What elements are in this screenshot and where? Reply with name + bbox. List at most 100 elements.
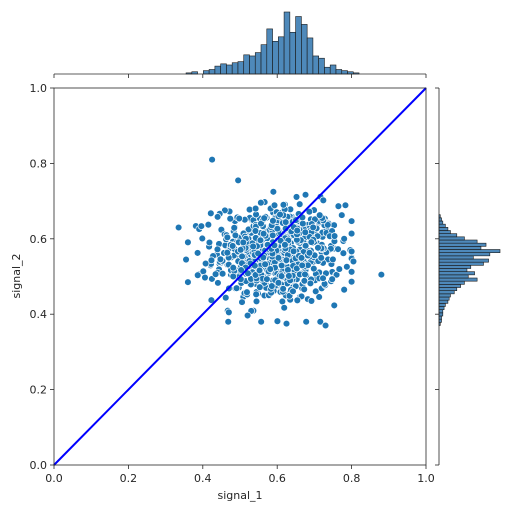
data-point bbox=[301, 242, 310, 250]
data-point bbox=[216, 255, 225, 264]
x-tick-label: 1.0 bbox=[417, 472, 435, 485]
histogram-bar-x bbox=[272, 41, 279, 75]
data-point bbox=[234, 176, 242, 185]
scatter-points bbox=[174, 155, 386, 330]
histogram-bar-y bbox=[438, 293, 451, 298]
data-point bbox=[207, 209, 215, 218]
data-point bbox=[269, 217, 277, 225]
histogram-bar-x bbox=[260, 44, 268, 75]
data-point bbox=[340, 235, 348, 243]
histogram-bar-x bbox=[249, 55, 256, 75]
histogram-bar-y bbox=[438, 249, 501, 253]
histogram-bar-x bbox=[214, 65, 221, 75]
histogram-bar-y bbox=[438, 277, 478, 282]
data-point bbox=[281, 224, 290, 233]
data-point bbox=[251, 204, 260, 213]
data-point bbox=[273, 224, 282, 233]
histogram-bar-y bbox=[438, 312, 444, 317]
data-point bbox=[243, 288, 251, 296]
data-point bbox=[268, 231, 277, 240]
top-marginal-histogram bbox=[53, 11, 427, 78]
data-point bbox=[277, 272, 286, 280]
histogram-bar-y bbox=[438, 287, 458, 291]
reference-line-group bbox=[53, 87, 427, 466]
histogram-bar-x bbox=[231, 62, 239, 75]
data-point bbox=[273, 317, 282, 325]
data-point bbox=[301, 228, 310, 237]
data-point bbox=[340, 285, 348, 294]
data-point bbox=[335, 265, 344, 273]
data-point bbox=[221, 206, 229, 215]
histogram-bar-x bbox=[220, 63, 227, 75]
data-point bbox=[306, 279, 315, 288]
data-point bbox=[255, 266, 264, 275]
histogram-bar-x bbox=[254, 52, 262, 75]
right-marginal-histogram bbox=[435, 87, 501, 466]
data-point bbox=[184, 278, 192, 286]
data-point bbox=[343, 263, 351, 271]
histogram-bar-y bbox=[438, 255, 474, 260]
data-point bbox=[257, 317, 265, 326]
data-point bbox=[329, 255, 337, 264]
data-point bbox=[341, 201, 350, 209]
data-point bbox=[213, 245, 222, 254]
axes bbox=[50, 87, 427, 469]
data-point bbox=[301, 190, 310, 199]
x-tick-label: 0.4 bbox=[194, 472, 212, 485]
data-point bbox=[252, 297, 261, 306]
data-point bbox=[328, 275, 336, 283]
histogram-bar-x bbox=[289, 31, 296, 75]
histogram-bar-x bbox=[329, 64, 337, 75]
data-point bbox=[324, 221, 332, 229]
data-point bbox=[184, 238, 192, 247]
data-point bbox=[278, 297, 287, 306]
data-point bbox=[268, 282, 276, 290]
histogram-bar-y bbox=[438, 268, 468, 272]
data-point bbox=[249, 242, 257, 251]
data-point bbox=[256, 283, 264, 291]
data-point bbox=[257, 219, 265, 228]
data-point bbox=[230, 224, 238, 232]
data-point bbox=[193, 271, 202, 279]
histogram-bar-y bbox=[438, 252, 491, 257]
data-point bbox=[315, 211, 324, 219]
histogram-bar-y bbox=[438, 258, 489, 263]
data-point bbox=[347, 247, 356, 256]
data-point bbox=[316, 317, 325, 326]
tick-labels: 0.0 0.2 0.4 0.6 0.8 1.0 0.0 0.2 0.4 0.6 0.8 1.0 bbox=[30, 82, 435, 485]
data-point bbox=[257, 198, 265, 207]
data-point bbox=[298, 261, 306, 270]
data-point bbox=[334, 202, 343, 210]
histogram-bar-y bbox=[438, 220, 444, 225]
data-point bbox=[226, 214, 234, 223]
data-point bbox=[201, 273, 209, 282]
data-point bbox=[319, 196, 328, 205]
data-point bbox=[256, 236, 265, 244]
y-tick-label: 0.6 bbox=[30, 233, 48, 246]
data-point bbox=[223, 233, 232, 242]
data-point bbox=[314, 244, 322, 252]
data-point bbox=[281, 241, 289, 249]
data-point bbox=[270, 201, 279, 210]
data-point bbox=[213, 213, 222, 221]
data-point bbox=[252, 290, 260, 299]
data-point bbox=[276, 210, 284, 219]
data-point bbox=[347, 277, 356, 286]
data-point bbox=[315, 293, 323, 301]
data-point bbox=[274, 254, 283, 262]
data-point bbox=[251, 227, 260, 235]
histogram-bar-y bbox=[438, 246, 482, 250]
data-point bbox=[214, 279, 222, 287]
data-point bbox=[334, 245, 342, 253]
histogram-bar-y bbox=[438, 284, 461, 288]
data-point bbox=[309, 223, 317, 232]
histogram-bar-y bbox=[438, 303, 446, 307]
data-point bbox=[245, 205, 254, 214]
data-point bbox=[301, 270, 309, 279]
data-point bbox=[223, 248, 232, 257]
data-point bbox=[266, 265, 275, 273]
data-point bbox=[295, 200, 304, 208]
data-point bbox=[260, 214, 268, 222]
data-point bbox=[182, 255, 190, 264]
